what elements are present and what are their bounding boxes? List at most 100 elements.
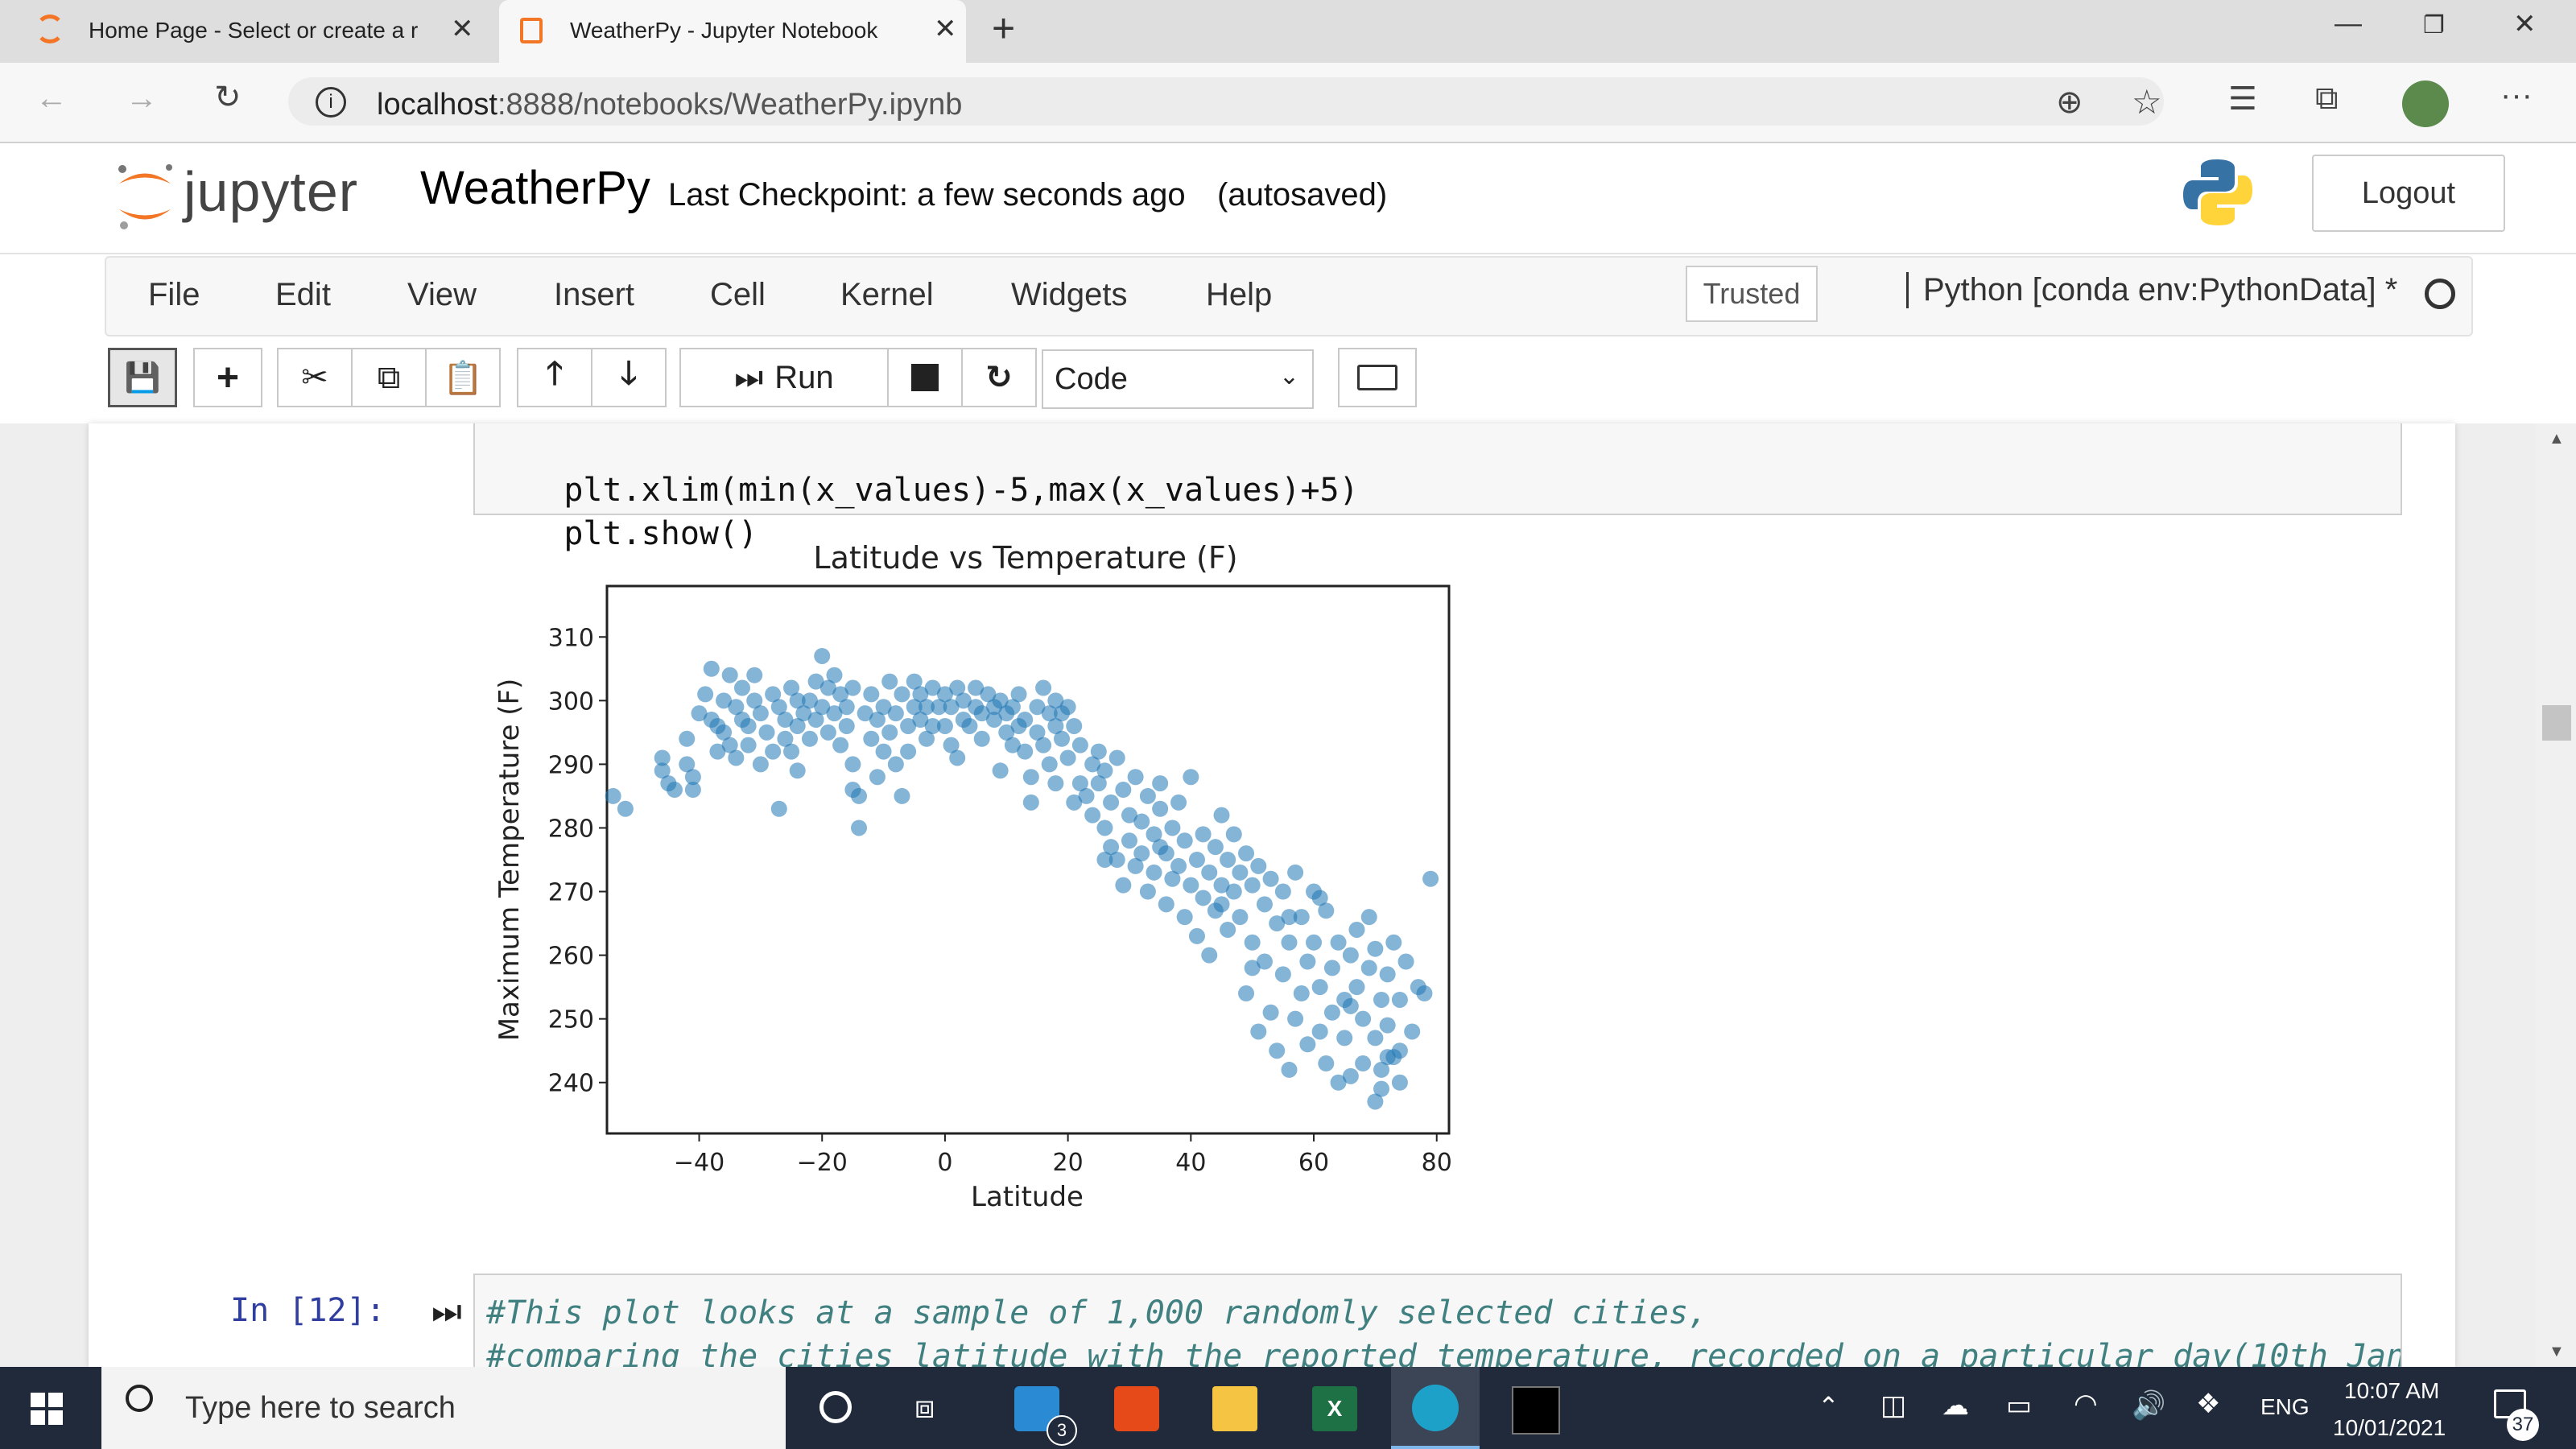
run-icon: ⏭ bbox=[734, 359, 764, 395]
scrollbar-thumb[interactable] bbox=[2542, 705, 2571, 741]
data-point bbox=[1127, 769, 1144, 786]
cut-button[interactable]: ✂ bbox=[277, 348, 353, 407]
clock-date[interactable]: 10/01/2021 bbox=[2333, 1415, 2446, 1440]
edge-taskbar-active[interactable] bbox=[1391, 1367, 1480, 1449]
notebook-title[interactable]: WeatherPy bbox=[420, 162, 650, 214]
show-hidden-icons-icon[interactable]: ⌃ bbox=[1818, 1392, 1839, 1421]
scroll-down-icon[interactable]: ▼ bbox=[2549, 1343, 2565, 1360]
favorites-list-icon[interactable]: ☰ bbox=[2228, 81, 2257, 117]
data-point bbox=[1213, 807, 1230, 824]
menu-view[interactable]: View bbox=[407, 277, 477, 312]
data-point bbox=[684, 769, 701, 786]
jupyter-wordmark[interactable]: jupyter bbox=[184, 160, 359, 223]
data-point bbox=[1201, 947, 1218, 964]
paste-button[interactable]: 📋 bbox=[425, 348, 501, 407]
task-view-icon[interactable]: ⧈ bbox=[914, 1389, 935, 1425]
tab-label: Home Page - Select or create a r bbox=[89, 18, 419, 43]
url-field[interactable]: i localhost:8888/notebooks/WeatherPy.ipy… bbox=[288, 77, 2164, 126]
battery-icon[interactable]: ▭ bbox=[2006, 1390, 2033, 1421]
cell-type-select[interactable]: Code ⌄ bbox=[1042, 349, 1314, 409]
more-options-icon[interactable]: ··· bbox=[2500, 77, 2533, 113]
data-point bbox=[844, 679, 861, 696]
move-down-button[interactable]: 🡓 bbox=[591, 348, 667, 407]
scroll-up-icon[interactable]: ▲ bbox=[2549, 430, 2565, 448]
kernel-name[interactable]: Python [conda env:PythonData] * bbox=[1906, 272, 2397, 308]
data-point bbox=[900, 717, 917, 734]
close-tab-icon[interactable]: ✕ bbox=[451, 14, 474, 44]
wifi-icon[interactable]: ◠ bbox=[2074, 1389, 2098, 1419]
menu-cell[interactable]: Cell bbox=[710, 277, 766, 312]
data-point bbox=[986, 712, 1003, 729]
data-point bbox=[851, 819, 868, 836]
data-point bbox=[752, 705, 769, 722]
save-button[interactable]: 💾 bbox=[108, 348, 177, 407]
x-axis-label: Latitude bbox=[971, 1181, 1084, 1213]
copy-button[interactable]: ⧉ bbox=[351, 348, 427, 407]
windows-start-icon[interactable] bbox=[31, 1393, 63, 1425]
refresh-icon[interactable]: ↻ bbox=[214, 80, 242, 115]
clock-time[interactable]: 10:07 AM bbox=[2344, 1378, 2440, 1403]
data-point bbox=[1311, 1023, 1328, 1040]
data-point bbox=[869, 769, 886, 786]
file-explorer-icon[interactable] bbox=[1212, 1386, 1257, 1431]
x-axis: −40 −20 0 20 40 60 80 bbox=[674, 1133, 1452, 1177]
run-button[interactable]: ⏭ Run bbox=[679, 348, 889, 407]
language-indicator[interactable]: ENG bbox=[2260, 1394, 2310, 1419]
jupyter-logo-icon[interactable] bbox=[113, 159, 177, 232]
data-point bbox=[679, 756, 696, 773]
window-close-icon[interactable]: ✕ bbox=[2513, 9, 2537, 39]
menu-edit[interactable]: Edit bbox=[275, 277, 331, 312]
cortana-icon[interactable] bbox=[819, 1391, 852, 1423]
menu-widgets[interactable]: Widgets bbox=[1011, 277, 1128, 312]
restart-button[interactable]: ↻ bbox=[961, 348, 1037, 407]
taskbar-search-box[interactable]: Type here to search bbox=[101, 1367, 786, 1449]
meet-now-icon[interactable]: ◫ bbox=[1880, 1390, 1907, 1421]
tab-home-page[interactable]: Home Page - Select or create a r ✕ bbox=[24, 0, 491, 63]
forward-icon[interactable]: → bbox=[126, 80, 158, 116]
back-icon[interactable]: ← bbox=[35, 80, 68, 116]
code-cell-previous[interactable]: plt.xlim(min(x_values)-5,max(x_values)+5… bbox=[473, 423, 2402, 552]
interrupt-button[interactable] bbox=[887, 348, 963, 407]
data-point bbox=[1029, 699, 1046, 716]
data-point bbox=[1176, 909, 1193, 926]
data-point bbox=[666, 782, 683, 799]
page-scrollbar[interactable]: ▲ ▼ bbox=[2536, 423, 2576, 1367]
trusted-badge[interactable]: Trusted bbox=[1686, 266, 1818, 322]
menu-file[interactable]: File bbox=[148, 277, 200, 312]
profile-avatar[interactable] bbox=[2402, 80, 2449, 127]
new-tab-icon[interactable]: + bbox=[992, 6, 1016, 51]
data-point bbox=[943, 699, 960, 716]
mail-app-icon[interactable]: 3 bbox=[1014, 1386, 1077, 1446]
office-app-icon[interactable] bbox=[1114, 1386, 1159, 1431]
site-info-icon[interactable]: i bbox=[316, 87, 346, 118]
tab-weatherpy[interactable]: WeatherPy - Jupyter Notebook ✕ bbox=[499, 0, 966, 63]
restore-icon[interactable]: ❐ bbox=[2423, 12, 2445, 39]
run-cell-icon[interactable]: ⏭ bbox=[431, 1292, 462, 1330]
data-point bbox=[1201, 864, 1218, 881]
data-point bbox=[1078, 787, 1095, 804]
code-line: plt.xlim(min(x_values)-5,max(x_values)+5… bbox=[564, 472, 1359, 509]
close-tab-icon[interactable]: ✕ bbox=[934, 14, 957, 44]
insert-cell-button[interactable]: + bbox=[193, 348, 262, 407]
data-point bbox=[1306, 934, 1323, 951]
menu-kernel[interactable]: Kernel bbox=[840, 277, 934, 312]
data-point bbox=[1176, 832, 1193, 849]
data-point bbox=[1183, 769, 1199, 786]
logout-button[interactable]: Logout bbox=[2312, 155, 2505, 232]
data-point bbox=[783, 679, 800, 696]
menu-insert[interactable]: Insert bbox=[554, 277, 635, 312]
minimize-icon[interactable]: — bbox=[2334, 8, 2362, 39]
favorite-star-icon[interactable]: ☆ bbox=[2132, 83, 2162, 121]
zoom-icon[interactable]: ⊕ bbox=[2056, 85, 2083, 120]
command-palette-button[interactable] bbox=[1338, 348, 1417, 407]
terminal-app-icon[interactable] bbox=[1512, 1386, 1560, 1435]
code-cell-next[interactable]: #This plot looks at a sample of 1,000 ra… bbox=[473, 1274, 2402, 1372]
excel-app-icon[interactable]: X bbox=[1312, 1386, 1357, 1431]
collections-icon[interactable]: ⧉ bbox=[2315, 80, 2339, 116]
volume-icon[interactable]: 🔊 bbox=[2132, 1390, 2166, 1421]
move-up-button[interactable]: 🡑 bbox=[517, 348, 592, 407]
dropbox-icon[interactable]: ❖ bbox=[2196, 1389, 2221, 1419]
menu-help[interactable]: Help bbox=[1206, 277, 1273, 312]
copy-icon: ⧉ bbox=[377, 359, 401, 395]
onedrive-icon[interactable]: ☁ bbox=[1942, 1390, 1969, 1421]
